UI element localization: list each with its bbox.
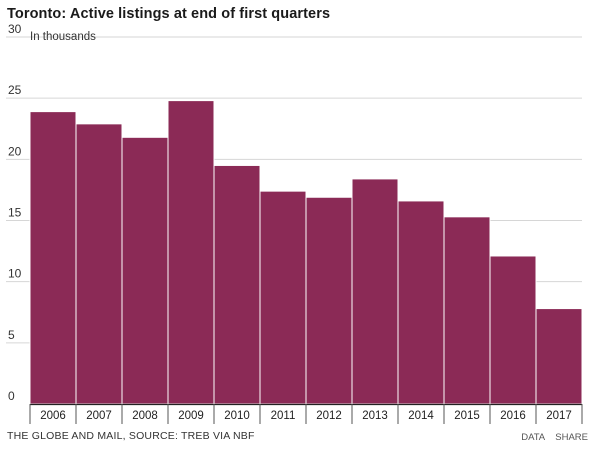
bar bbox=[489, 255, 537, 405]
x-tick-label: 2012 bbox=[316, 410, 342, 422]
y-tick-label: 10 bbox=[8, 267, 22, 281]
source-credit: THE GLOBE AND MAIL, SOURCE: TREB VIA NBF bbox=[7, 430, 255, 442]
bars bbox=[29, 100, 583, 405]
x-tick-label: 2017 bbox=[546, 410, 572, 422]
y-tick-label: 5 bbox=[8, 328, 15, 342]
y-tick-label: 30 bbox=[8, 22, 22, 36]
x-tick-label: 2016 bbox=[500, 410, 526, 422]
bar bbox=[397, 200, 445, 405]
bar bbox=[121, 136, 169, 405]
bar bbox=[75, 123, 123, 405]
y-tick-label: 15 bbox=[8, 206, 22, 220]
x-tick-label: 2010 bbox=[224, 410, 250, 422]
axes: 0 5 10 15 20 25 30 2006 2007 2008 2009 2010 2011 2012… bbox=[8, 22, 583, 424]
bar bbox=[443, 216, 491, 405]
x-tick-label: 2015 bbox=[454, 410, 480, 422]
footer-links: DATA SHARE bbox=[513, 432, 588, 443]
bar bbox=[167, 100, 215, 405]
y-axis-unit-label: In thousands bbox=[30, 31, 96, 43]
bar bbox=[213, 164, 261, 405]
data-link[interactable]: DATA bbox=[521, 432, 545, 443]
y-tick-label: 20 bbox=[8, 144, 22, 158]
chart-title: Toronto: Active listings at end of first… bbox=[7, 6, 331, 22]
bar bbox=[259, 190, 307, 405]
y-tick-label: 0 bbox=[8, 389, 15, 403]
bar bbox=[535, 308, 583, 405]
x-tick-label: 2011 bbox=[271, 410, 296, 422]
x-tick-label: 2008 bbox=[132, 410, 158, 422]
bar bbox=[29, 111, 77, 405]
x-tick-label: 2006 bbox=[40, 410, 66, 422]
y-tick-label: 25 bbox=[8, 83, 22, 97]
x-tick-label: 2009 bbox=[178, 410, 204, 422]
bar bbox=[305, 196, 353, 405]
x-tick-label: 2007 bbox=[86, 410, 112, 422]
x-tick-label: 2013 bbox=[362, 410, 388, 422]
x-tick-label: 2014 bbox=[408, 410, 434, 422]
share-link[interactable]: SHARE bbox=[555, 432, 588, 443]
bar bbox=[351, 178, 399, 405]
